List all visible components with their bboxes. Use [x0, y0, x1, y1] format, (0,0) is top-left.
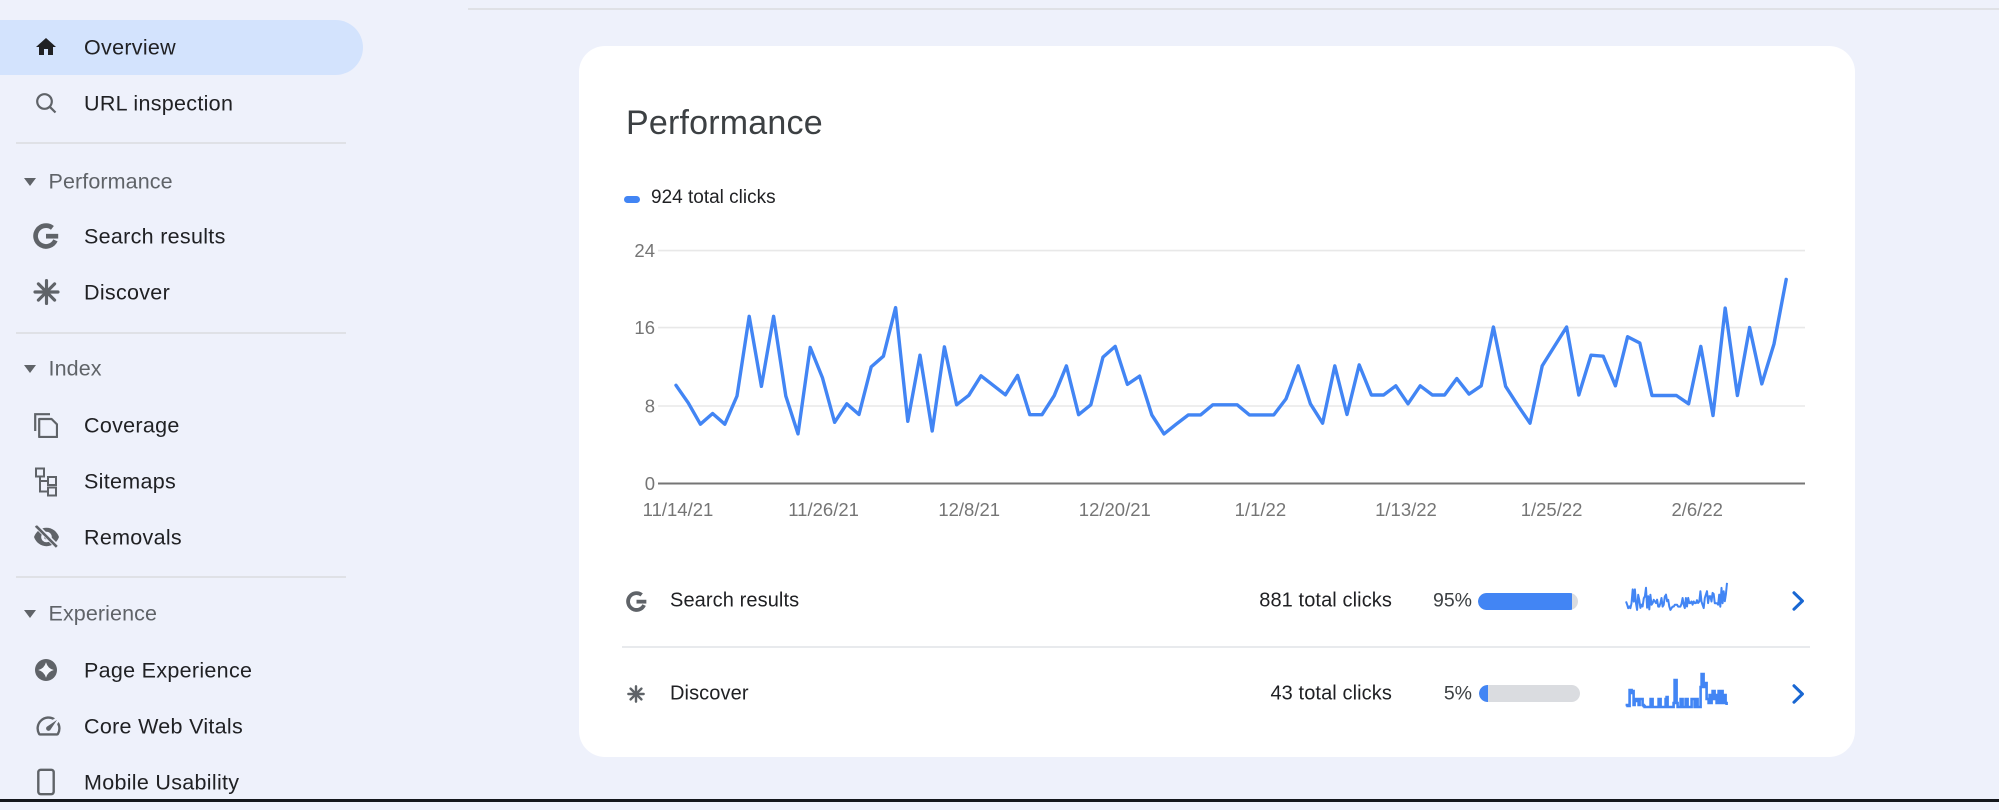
svg-text:1/25/22: 1/25/22: [1521, 499, 1583, 520]
svg-text:12/8/21: 12/8/21: [938, 499, 1000, 520]
svg-text:0: 0: [645, 473, 655, 494]
svg-text:12/20/21: 12/20/21: [1079, 499, 1151, 520]
svg-text:2/6/22: 2/6/22: [1671, 499, 1722, 520]
svg-text:8: 8: [645, 396, 655, 417]
svg-text:11/14/21: 11/14/21: [643, 499, 714, 520]
svg-text:11/26/21: 11/26/21: [788, 499, 859, 520]
svg-text:1/13/22: 1/13/22: [1375, 499, 1437, 520]
svg-text:1/1/22: 1/1/22: [1235, 499, 1286, 520]
svg-text:16: 16: [634, 317, 655, 338]
svg-text:24: 24: [634, 240, 655, 261]
